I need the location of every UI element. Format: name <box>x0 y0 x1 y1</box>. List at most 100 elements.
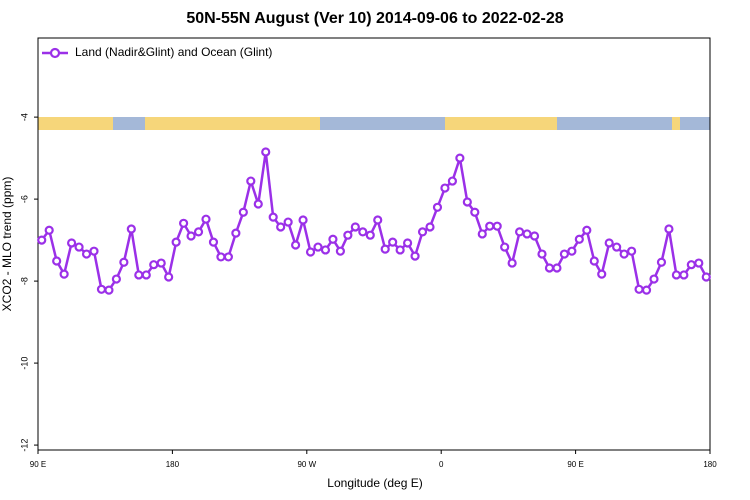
point <box>335 246 345 256</box>
point <box>223 252 233 262</box>
point <box>246 176 256 186</box>
point <box>193 227 204 237</box>
point <box>373 215 383 225</box>
point <box>74 242 84 252</box>
point <box>544 263 555 273</box>
point <box>59 269 69 279</box>
point <box>343 230 353 240</box>
chart-title: 50N-55N August (Ver 10) 2014-09-06 to 20… <box>186 10 563 27</box>
point <box>350 222 360 232</box>
point <box>156 258 166 268</box>
point <box>231 228 241 238</box>
y-axis-label: XCO2 - MLO trend (ppm) <box>0 177 14 312</box>
x-tick-label: 90 E <box>30 460 46 469</box>
point <box>604 238 614 248</box>
point <box>552 263 562 273</box>
legend-marker <box>49 47 61 59</box>
point <box>261 147 271 157</box>
y-tick-label: -8 <box>19 277 29 285</box>
point <box>440 183 450 193</box>
point <box>179 218 189 228</box>
point <box>37 235 47 245</box>
point <box>559 249 570 259</box>
plot-frame <box>37 37 711 451</box>
point <box>432 202 443 212</box>
point <box>656 257 667 267</box>
point <box>201 214 211 224</box>
point <box>425 222 435 232</box>
point <box>410 251 420 261</box>
point <box>81 249 92 259</box>
point <box>380 244 390 254</box>
point <box>208 237 219 247</box>
y-tick-label: -10 <box>19 357 29 370</box>
y-tick-label: -6 <box>19 195 29 203</box>
point <box>395 245 405 255</box>
point <box>514 227 525 237</box>
legend-label: Land (Nadir&Glint) and Ocean (Glint) <box>75 45 272 59</box>
point <box>462 197 472 207</box>
point <box>126 224 136 234</box>
x-axis-label: Longitude (deg E) <box>327 476 422 490</box>
point <box>164 272 174 282</box>
point <box>619 249 629 259</box>
point <box>216 252 226 262</box>
point <box>313 242 323 252</box>
land-ocean-strip <box>38 117 710 130</box>
x-tick-label: 90 W <box>297 460 316 469</box>
point <box>507 258 517 268</box>
x-tick-label: 90 E <box>567 460 583 469</box>
point <box>582 225 592 235</box>
point <box>589 256 599 266</box>
point <box>186 231 196 241</box>
point <box>529 231 540 241</box>
point <box>403 238 413 248</box>
point <box>694 258 704 268</box>
point <box>388 237 398 247</box>
x-tick-label: 180 <box>703 460 717 469</box>
point <box>291 240 301 250</box>
point <box>141 270 151 280</box>
point <box>111 274 122 284</box>
point <box>477 229 487 239</box>
point <box>634 284 644 294</box>
point <box>328 234 338 244</box>
point <box>171 237 181 247</box>
point <box>641 285 652 295</box>
point <box>276 222 286 232</box>
point <box>701 272 711 282</box>
y-tick-label: -4 <box>19 113 29 121</box>
point <box>52 256 62 266</box>
point <box>679 270 689 280</box>
point <box>522 229 532 239</box>
point <box>470 207 480 217</box>
point <box>89 246 99 256</box>
point <box>671 270 682 280</box>
point <box>268 212 278 222</box>
point <box>492 221 502 231</box>
point <box>485 221 495 231</box>
point <box>686 260 696 270</box>
point <box>500 242 510 252</box>
point <box>298 215 308 225</box>
point <box>597 269 607 279</box>
point <box>96 284 107 294</box>
point <box>149 260 159 270</box>
x-tick-label: 0 <box>439 460 444 469</box>
point <box>649 274 659 284</box>
point <box>358 227 368 237</box>
point <box>365 230 375 240</box>
point <box>305 247 316 257</box>
point <box>134 270 144 280</box>
point <box>447 176 457 186</box>
point <box>283 217 293 227</box>
point <box>626 246 637 256</box>
point <box>537 249 547 259</box>
point <box>66 238 77 248</box>
point <box>417 227 428 237</box>
y-tick-label: -12 <box>19 439 29 452</box>
x-tick-label: 180 <box>166 460 180 469</box>
point <box>567 246 577 256</box>
point <box>44 225 54 235</box>
